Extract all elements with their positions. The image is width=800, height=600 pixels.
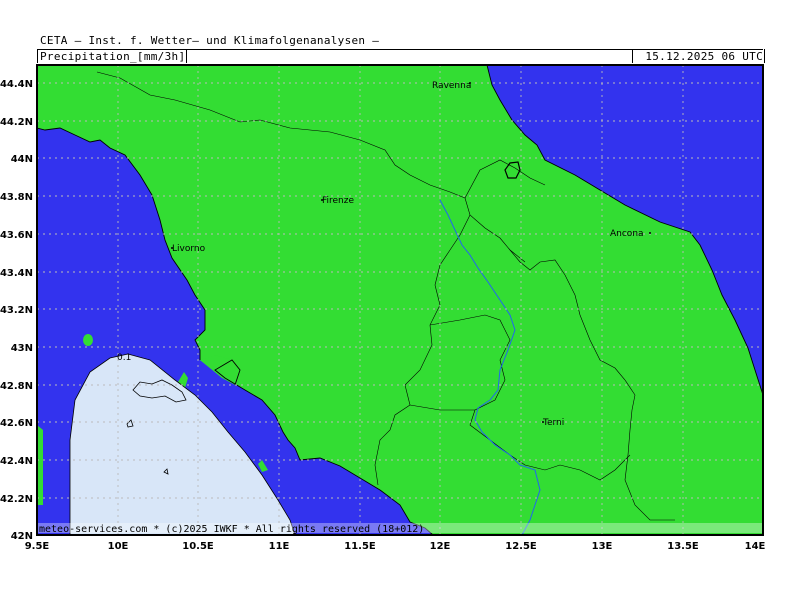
- lat-tick-label: 43.2N: [0, 305, 33, 316]
- lon-tick-label: 10.5E: [182, 541, 214, 552]
- contour-label: 0.1: [117, 353, 131, 363]
- lat-tick-label: 44.2N: [0, 117, 33, 128]
- island-elba: [132, 379, 187, 403]
- city-label-firenze: Firenze: [322, 196, 354, 206]
- island-pianosa: [126, 419, 134, 428]
- island-montecristo: [163, 468, 169, 475]
- header-rule: [37, 49, 763, 50]
- lat-tick-label: 42.2N: [0, 494, 33, 505]
- latitude-axis: 44.4N 44.2N 44N 43.8N 43.6N 43.4N 43.2N …: [0, 79, 33, 542]
- lat-tick-label: 44.4N: [0, 79, 33, 90]
- lat-tick-label: 42.4N: [0, 456, 33, 467]
- lat-tick-label: 43.6N: [0, 230, 33, 241]
- island-gorgona: [83, 334, 93, 346]
- city-marker-terni: [542, 421, 544, 423]
- lon-tick-label: 14E: [745, 541, 766, 552]
- san-marino-outline: [504, 161, 521, 179]
- region-borders: [96, 71, 675, 521]
- lat-tick-label: 44N: [11, 154, 33, 165]
- lon-tick-label: 11.5E: [344, 541, 376, 552]
- precip-area-0.1: [70, 354, 295, 535]
- copyright-footer: meteo-services.com * (c)2025 IWKF * All …: [39, 524, 424, 535]
- city-marker-ravenna: [469, 82, 471, 84]
- date-label-box: [632, 49, 765, 63]
- field-label-box: [37, 49, 187, 63]
- lon-tick-label: 9.5E: [25, 541, 50, 552]
- chart-title: CETA — Inst. f. Wetter— und Klimafolgena…: [40, 34, 380, 47]
- city-marker-livorno: [171, 247, 173, 249]
- city-marker-firenze: [321, 199, 323, 201]
- land-area-promontory: [200, 355, 240, 385]
- map-frame: [36, 64, 764, 536]
- rivers: [439, 199, 541, 535]
- land-area: [37, 65, 763, 535]
- footer-strip: [37, 523, 763, 533]
- lat-tick-label: 43N: [11, 343, 33, 354]
- lon-tick-label: 13E: [592, 541, 613, 552]
- longitude-axis: 9.5E 10E 10.5E 11E 11.5E 12E 12.5E 13E 1…: [25, 541, 766, 552]
- lon-tick-label: 13.5E: [667, 541, 699, 552]
- lat-tick-label: 43.4N: [0, 268, 33, 279]
- precip-contour-0.1: [69, 353, 296, 535]
- coastline: [37, 65, 763, 535]
- city-label-ravenna: Ravenna: [432, 81, 471, 91]
- island-giannutri: [258, 460, 268, 472]
- lat-tick-label: 42.6N: [0, 418, 33, 429]
- lon-tick-label: 12E: [430, 541, 451, 552]
- lat-tick-label: 42N: [11, 531, 33, 542]
- lat-tick-label: 42.8N: [0, 381, 33, 392]
- lon-tick-label: 10E: [108, 541, 129, 552]
- lat-tick-label: 43.8N: [0, 192, 33, 203]
- city-marker-ancona: [649, 232, 651, 234]
- lon-tick-label: 12.5E: [505, 541, 537, 552]
- city-label-livorno: Livorno: [172, 244, 206, 254]
- lon-tick-label: 11E: [269, 541, 290, 552]
- city-label-ancona: Ancona: [610, 229, 644, 239]
- grid-lines: [37, 65, 763, 535]
- field-label: Precipitation_[mm/3h]: [40, 50, 186, 63]
- city-label-terni: Terni: [542, 418, 564, 428]
- corsica-edge: [37, 425, 43, 505]
- valid-date: 15.12.2025 06 UTC: [645, 50, 763, 63]
